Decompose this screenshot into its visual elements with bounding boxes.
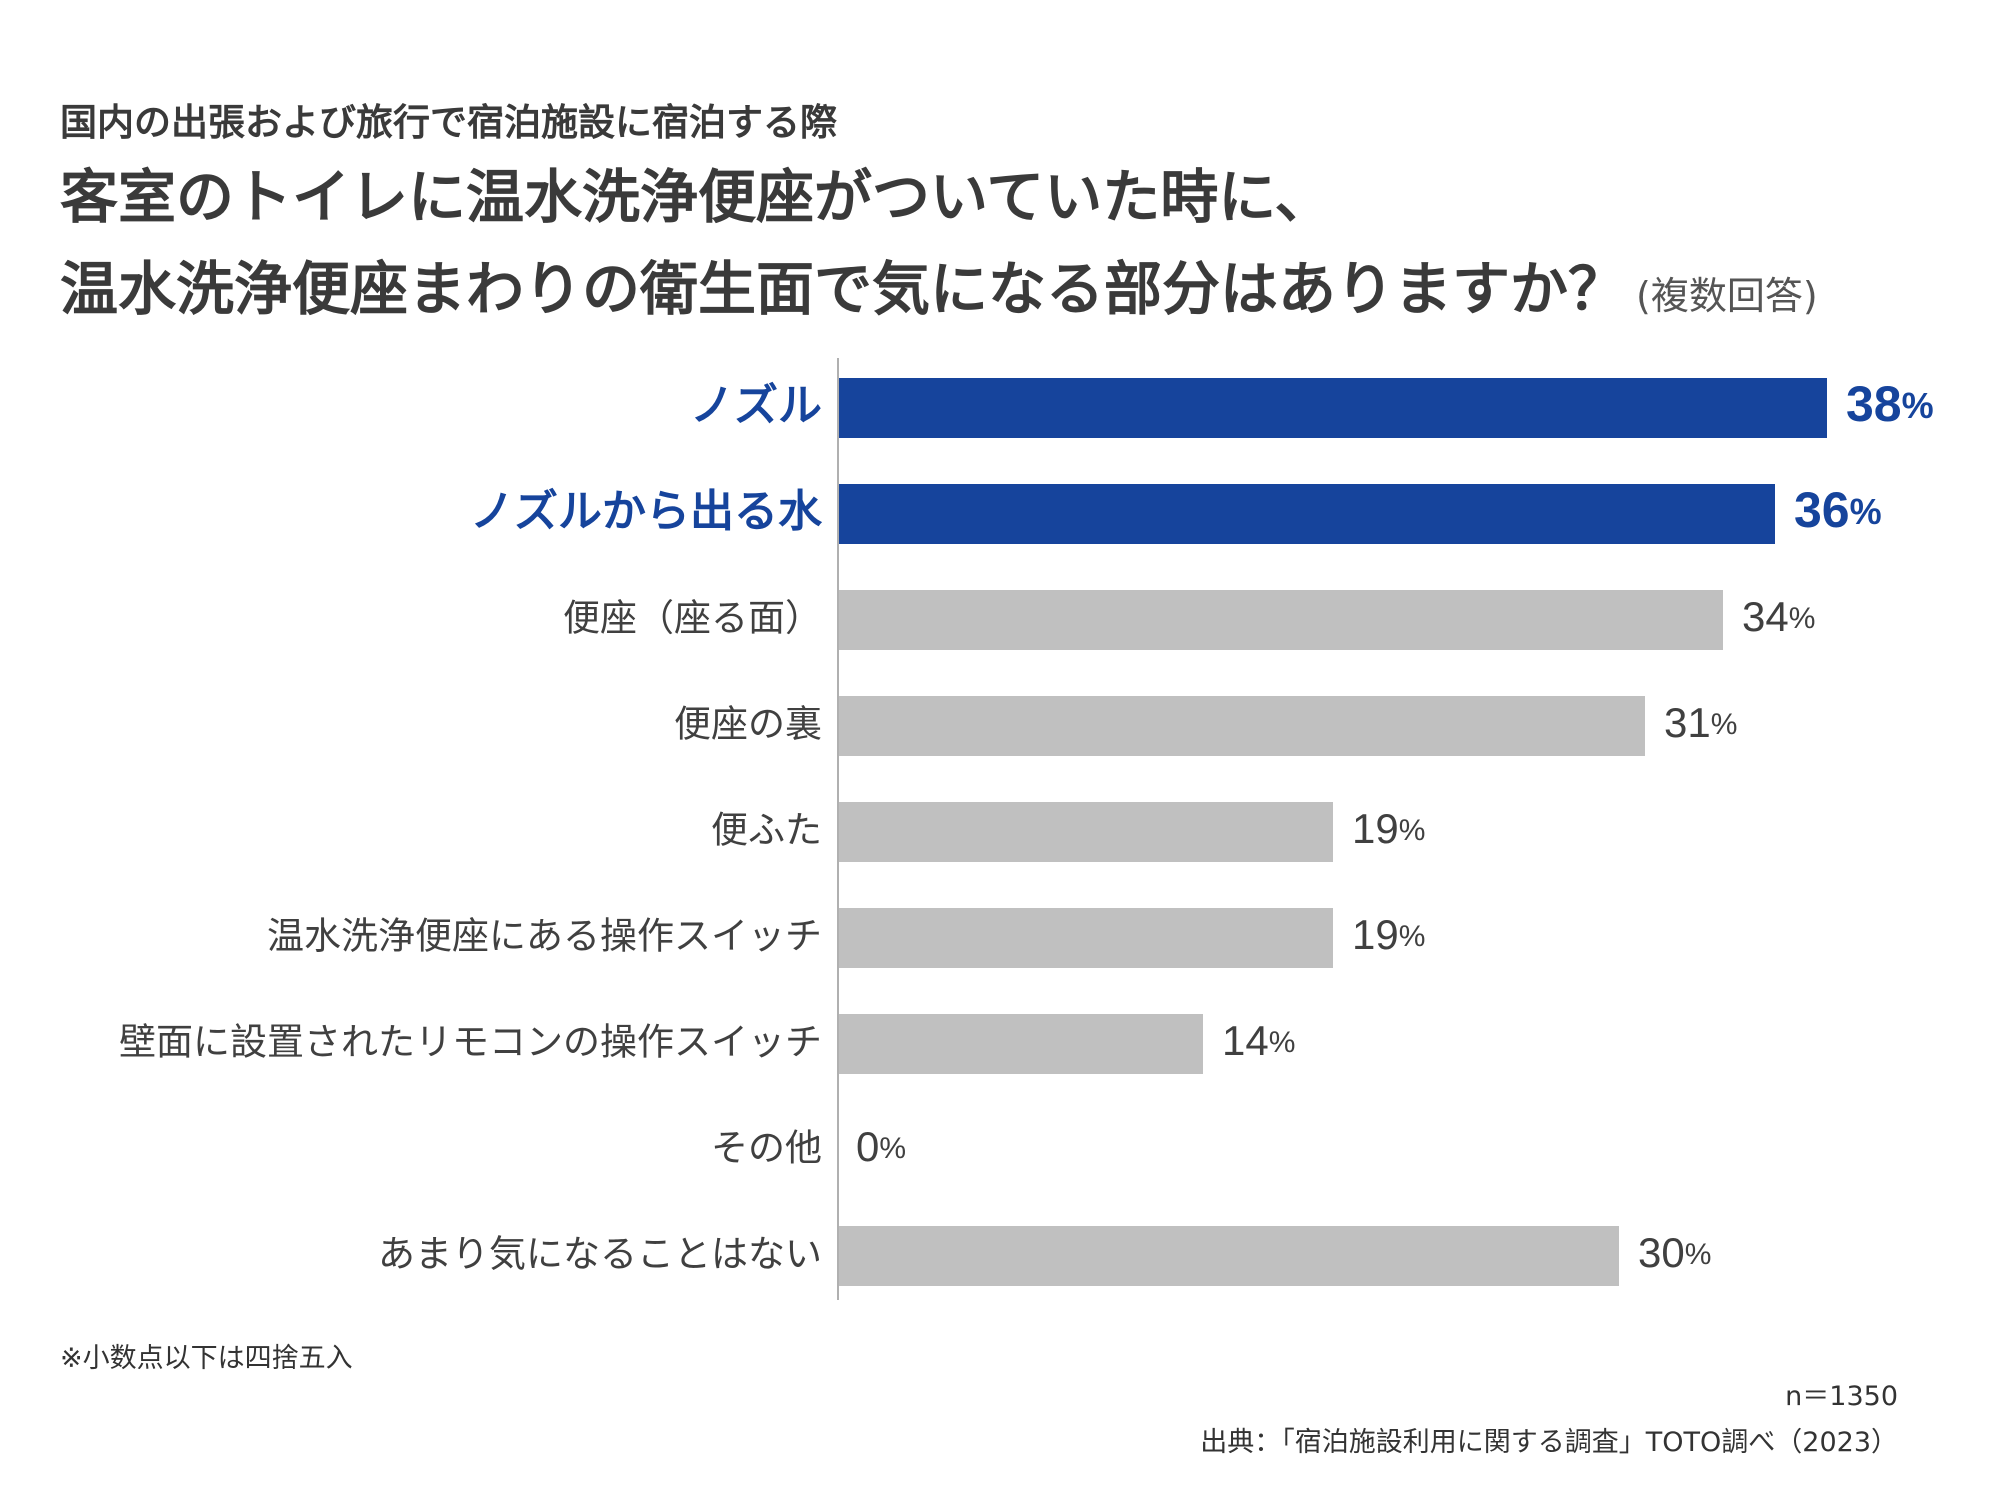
- rounding-note: ※小数点以下は四捨五入: [60, 1343, 353, 1374]
- category-label: 便座の裏: [674, 703, 822, 746]
- multiple-answer-note: (複数回答): [1636, 274, 1818, 318]
- sample-size: n＝1350: [1785, 1381, 1898, 1412]
- data-label: 31%: [1664, 699, 1737, 746]
- bar: [839, 696, 1645, 756]
- chart-title-text: 温水洗浄便座まわりの衛生面で気になる部分はありますか？: [60, 255, 1627, 323]
- category-label: その他: [711, 1127, 822, 1170]
- data-label: 34%: [1742, 593, 1815, 640]
- bar: [839, 590, 1723, 650]
- data-label: 0%: [856, 1123, 906, 1170]
- category-label: あまり気になることはない: [378, 1233, 822, 1276]
- chart-title-line-1: 客室のトイレに温水洗浄便座がついていた時に、: [60, 163, 1333, 231]
- chart-title-line-2: 温水洗浄便座まわりの衛生面で気になる部分はありますか？ (複数回答): [60, 242, 1818, 326]
- data-label: 14%: [1222, 1017, 1295, 1064]
- source-citation: 出典：「宿泊施設利用に関する調査」TOTO調べ（2023）: [1200, 1427, 1898, 1458]
- bar-chart: ノズル 38% ノズルから出る水 36% 便座（座る面） 34% 便座の裏 31% 便ふた 19%…: [119, 358, 1934, 1300]
- data-label: 19%: [1352, 805, 1425, 852]
- bar: [839, 378, 1827, 438]
- data-label: 36%: [1794, 482, 1882, 538]
- data-label: 19%: [1352, 911, 1425, 958]
- bar: [839, 1226, 1619, 1286]
- bar: [839, 802, 1333, 862]
- bar: [839, 908, 1333, 968]
- data-label: 38%: [1846, 376, 1934, 432]
- category-label: 温水洗浄便座にある操作スイッチ: [267, 915, 822, 958]
- category-label: ノズルから出る水: [470, 486, 823, 537]
- bar: [839, 1014, 1203, 1074]
- category-label: ノズル: [690, 380, 822, 431]
- category-label: 便ふた: [711, 809, 822, 852]
- bar: [839, 484, 1775, 544]
- data-label: 30%: [1638, 1229, 1711, 1276]
- category-label: 壁面に設置されたリモコンの操作スイッチ: [119, 1021, 822, 1064]
- category-label: 便座（座る面）: [563, 597, 822, 640]
- chart-subtitle: 国内の出張および旅行で宿泊施設に宿泊する際: [60, 101, 837, 144]
